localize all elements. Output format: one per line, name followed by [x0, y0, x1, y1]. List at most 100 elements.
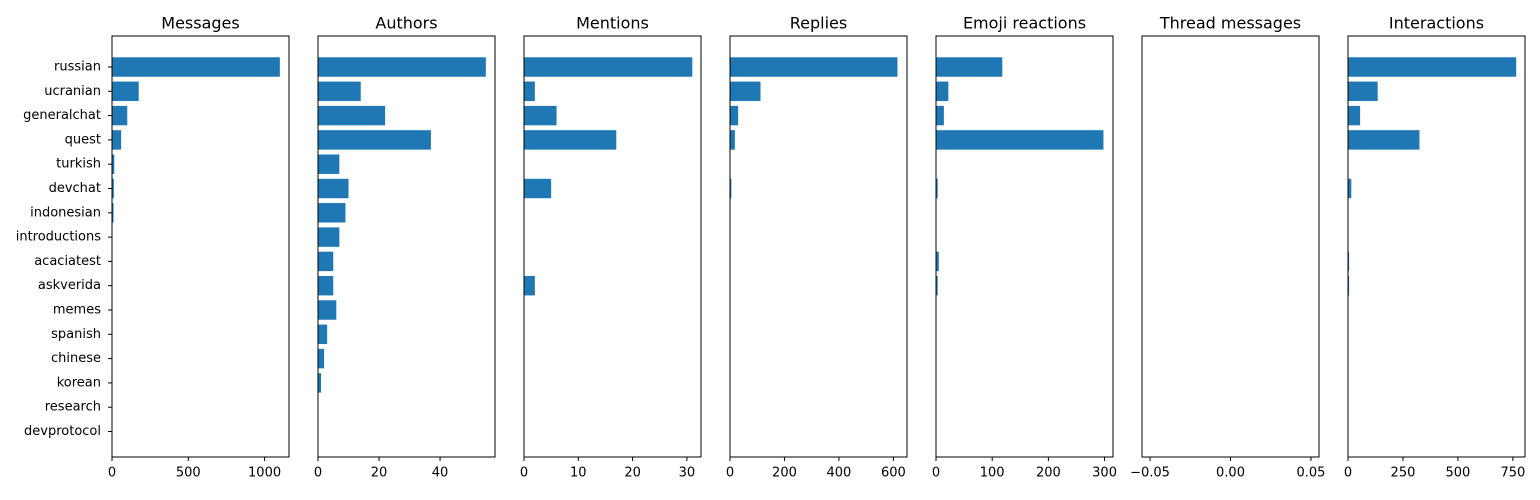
bar-devchat [1348, 178, 1352, 199]
bar-spanish [318, 324, 328, 345]
panel-title: Thread messages [1159, 14, 1301, 33]
xtick-label: 10 [570, 466, 587, 481]
xtick-label: 200 [1036, 466, 1061, 481]
bar-askverida [936, 275, 938, 296]
bar-russian [112, 57, 280, 77]
panel-title: Emoji reactions [963, 14, 1086, 33]
bar-generalchat [318, 105, 386, 126]
bar-ucranian [318, 81, 361, 102]
bar-russian [1348, 57, 1517, 77]
bar-russian [524, 57, 693, 77]
ytick-label-indonesian: indonesian [30, 205, 101, 220]
axes-frame [523, 35, 702, 458]
xtick-label: 20 [624, 466, 641, 481]
xtick-label: 0 [1344, 466, 1352, 481]
ytick-label-devprotocol: devprotocol [24, 424, 101, 439]
xtick-label: 750 [1500, 466, 1525, 481]
bar-korean [318, 373, 322, 393]
axes-frame [111, 35, 290, 458]
panel-title: Replies [790, 14, 847, 33]
bar-askverida [524, 275, 535, 296]
bar-acaciatest [936, 251, 939, 272]
xtick-label: 100 [980, 466, 1005, 481]
xtick-label: 250 [1391, 466, 1416, 481]
bar-turkish [318, 154, 340, 174]
bar-devchat [112, 178, 114, 199]
bar-askverida [1348, 275, 1350, 296]
panel-title: Interactions [1389, 14, 1484, 33]
bar-devchat [730, 178, 732, 199]
axes-frame [1141, 35, 1320, 458]
bar-quest [936, 130, 1104, 150]
axes-frame [317, 35, 496, 458]
panel-title: Authors [375, 14, 437, 33]
ytick-label-acaciatest: acaciatest [34, 254, 101, 269]
xtick-label: 0.00 [1216, 466, 1245, 481]
xtick-label: 40 [432, 466, 449, 481]
ytick-label-generalchat: generalchat [23, 108, 101, 123]
bar-generalchat [524, 105, 557, 126]
xtick-label: 300 [1092, 466, 1117, 481]
bar-quest [112, 130, 122, 150]
bar-generalchat [1348, 105, 1361, 126]
xtick-label: 500 [176, 466, 201, 481]
xtick-label: 0 [932, 466, 940, 481]
ytick-label-research: research [45, 400, 101, 415]
panel-mentions: Mentions 0 10 20 30 [520, 14, 702, 481]
axes-frame [1347, 35, 1526, 458]
panel-title: Mentions [576, 14, 649, 33]
xtick-label: 0 [726, 466, 734, 481]
bar-introductions [318, 227, 340, 247]
bar-quest [730, 130, 735, 150]
bar-chinese [318, 348, 325, 369]
panel-authors: Authors 0 20 40 [314, 14, 496, 481]
bar-ucranian [1348, 81, 1378, 102]
bar-russian [936, 57, 1003, 77]
bar-generalchat [730, 105, 739, 126]
ytick-label-spanish: spanish [51, 327, 101, 342]
xtick-label: 200 [772, 466, 797, 481]
bar-askverida [318, 275, 334, 296]
bar-memes [318, 300, 337, 320]
bar-generalchat [936, 105, 944, 126]
ytick-label-askverida: askverida [38, 278, 101, 293]
xtick-label: 400 [827, 466, 852, 481]
ytick-label-korean: korean [57, 375, 101, 390]
xtick-label: 600 [881, 466, 906, 481]
axes-frame [729, 35, 908, 458]
xtick-label: 20 [371, 466, 388, 481]
bar-quest [524, 130, 617, 150]
bar-devchat [936, 178, 938, 199]
bar-quest [1348, 130, 1420, 150]
bar-russian [730, 57, 898, 77]
ytick-label-introductions: introductions [16, 230, 102, 245]
bar-ucranian [730, 81, 761, 102]
bar-devchat [524, 178, 552, 199]
ytick-label-devchat: devchat [49, 181, 101, 196]
ytick-label-turkish: turkish [56, 157, 101, 172]
xtick-label: 0 [520, 466, 528, 481]
panel-messages: Messages 0 500 1000 [108, 14, 290, 481]
panel-title: Messages [161, 14, 239, 33]
panel-replies: Replies 0 200 400 600 [726, 14, 908, 481]
bar-russian [318, 57, 486, 77]
bar-turkish [112, 154, 115, 174]
bar-quest [318, 130, 431, 150]
ytick-label-quest: quest [65, 132, 101, 147]
panel-thread-messages: Thread messages −0.05 0.00 0.05 [1130, 14, 1325, 481]
bar-indonesian [318, 203, 346, 223]
panel-interactions: Interactions 0 250 500 750 [1344, 14, 1526, 481]
xtick-label: 30 [679, 466, 696, 481]
bar-devchat [318, 178, 349, 199]
ytick-label-chinese: chinese [51, 351, 101, 366]
xtick-label: 0 [108, 466, 116, 481]
bar-ucranian [112, 81, 139, 102]
panel-emoji-reactions: Emoji reactions 0 100 200 300 [932, 14, 1117, 481]
xtick-label: −0.05 [1130, 466, 1170, 481]
ytick-label-russian: russian [54, 60, 101, 75]
xtick-label: 0 [314, 466, 322, 481]
xtick-label: 1000 [248, 466, 281, 481]
bar-acaciatest [318, 251, 334, 272]
bar-generalchat [112, 105, 128, 126]
